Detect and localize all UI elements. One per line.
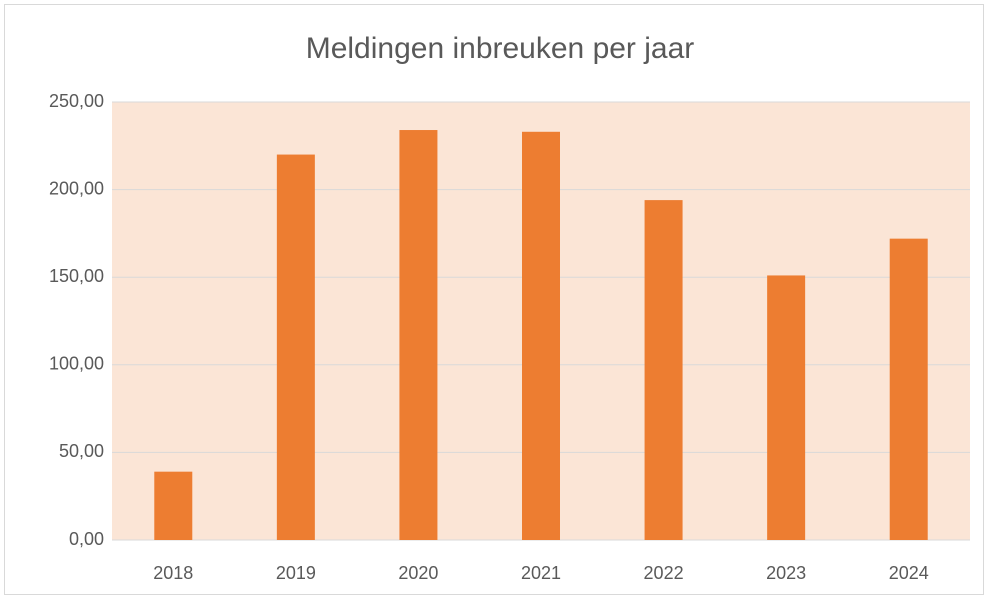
bar [767, 275, 806, 540]
x-tick-label: 2022 [644, 563, 684, 583]
x-tick-label: 2019 [276, 563, 316, 583]
y-tick-label: 250,00 [49, 91, 104, 111]
x-tick-label: 2021 [521, 563, 561, 583]
x-tick-label: 2020 [398, 563, 438, 583]
bar [154, 471, 193, 540]
x-tick-label: 2023 [766, 563, 806, 583]
y-tick-label: 200,00 [49, 178, 104, 198]
bar [276, 154, 315, 540]
bar [644, 200, 683, 540]
chart-title: Meldingen inbreuken per jaar [306, 32, 695, 65]
y-tick-label: 50,00 [59, 441, 104, 461]
y-tick-label: 0,00 [69, 529, 104, 549]
y-tick-label: 100,00 [49, 354, 104, 374]
x-tick-label: 2024 [889, 563, 929, 583]
y-tick-label: 150,00 [49, 266, 104, 286]
x-tick-label: 2018 [153, 563, 193, 583]
bar [889, 238, 928, 540]
bar [399, 130, 438, 541]
bar [522, 131, 560, 540]
